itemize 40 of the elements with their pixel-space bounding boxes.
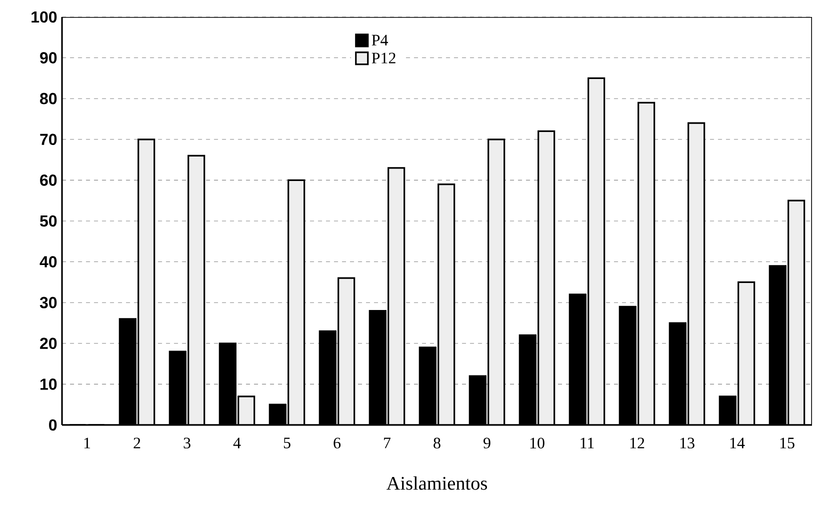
y-tick-label: 30 (40, 296, 57, 308)
y-tick-label: 60 (40, 174, 57, 186)
legend-label: P12 (372, 52, 396, 64)
bar (438, 184, 454, 425)
bar (688, 123, 704, 425)
bar (588, 78, 604, 425)
x-tick-label: 7 (384, 438, 391, 448)
y-tick-label: 100 (32, 11, 57, 23)
bar (538, 131, 554, 425)
bar (488, 139, 504, 425)
y-tick-label: 90 (40, 52, 57, 64)
legend-label: P4 (372, 34, 388, 46)
x-tick-label: 15 (780, 438, 794, 448)
y-tick-label: 80 (40, 92, 57, 104)
x-tick-label: 10 (530, 438, 544, 448)
bar (188, 156, 204, 425)
x-tick-label: 5 (284, 438, 290, 448)
x-tick-label: 8 (434, 438, 440, 448)
x-tick-label: 2 (134, 438, 140, 448)
bar (388, 168, 404, 425)
bar (788, 200, 806, 425)
y-tick-label: 70 (40, 134, 57, 146)
y-tick-label: 40 (40, 256, 57, 268)
x-axis-title: Aislamientos (386, 476, 487, 490)
x-tick-label: 13 (680, 438, 694, 448)
bar (138, 139, 154, 425)
y-tick-label: 50 (40, 215, 57, 227)
x-tick-label: 6 (334, 438, 341, 448)
x-tick-label: 11 (580, 438, 594, 448)
x-tick-label: 4 (233, 438, 241, 448)
y-tick-label: 0 (49, 419, 57, 431)
x-tick-label: 3 (184, 438, 190, 448)
x-tick-label: 12 (630, 438, 644, 448)
y-tick-label: 20 (40, 338, 57, 350)
x-tick-label: 9 (484, 438, 490, 448)
bar (638, 102, 654, 425)
x-tick-label: 1 (84, 438, 90, 448)
bar (288, 180, 304, 425)
x-tick-label: 14 (730, 438, 745, 448)
y-tick-label: 10 (40, 378, 57, 390)
